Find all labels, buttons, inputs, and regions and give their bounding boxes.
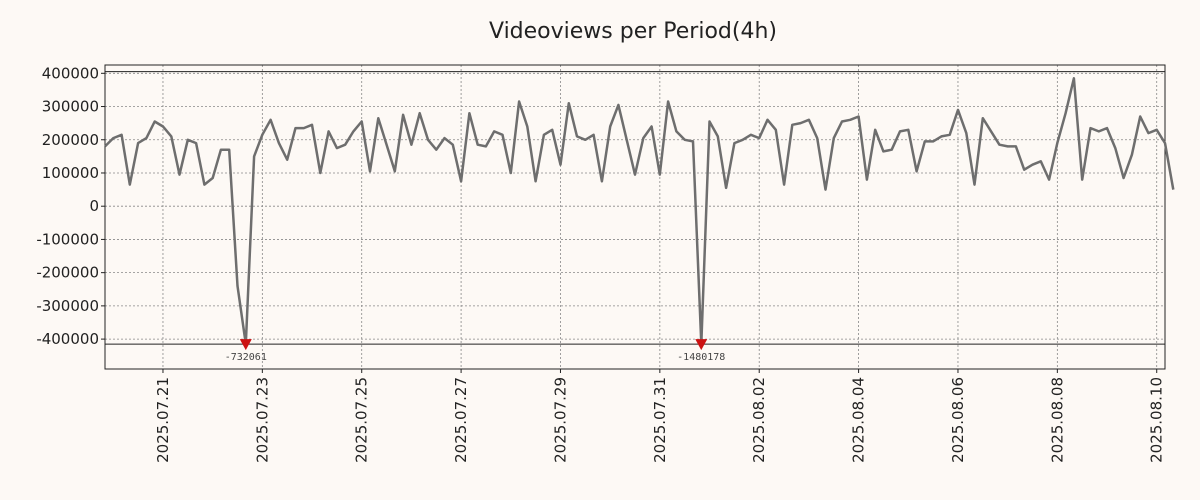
x-tick-label: 2025.07.25 (353, 377, 371, 463)
x-tick-label: 2025.07.29 (551, 377, 569, 463)
outlier-marker (239, 339, 252, 351)
series-line (104, 77, 1175, 346)
outlier-value-label: -732061 (225, 352, 267, 363)
outlier-value-label: -1480178 (677, 352, 725, 363)
x-tick-label: 2025.08.02 (750, 377, 768, 463)
y-axis: 400000 300000 200000 100000 0 -100000 -200000 -… (36, 64, 105, 348)
x-tick-label: 2025.08.04 (850, 377, 868, 463)
x-tick-label: 2025.08.10 (1148, 377, 1166, 463)
x-tick-label: 2025.08.06 (949, 377, 967, 463)
y-tick-label: -100000 (36, 230, 99, 248)
y-tick-label: 200000 (42, 131, 99, 149)
chart-title: Videoviews per Period(4h) (489, 19, 777, 44)
x-tick-label: 2025.07.23 (253, 377, 271, 463)
series-views (104, 77, 1175, 346)
grid (105, 65, 1165, 369)
y-tick-label: -400000 (36, 330, 99, 348)
y-tick-label: 300000 (42, 98, 99, 116)
x-tick-label: 2025.07.27 (452, 377, 470, 463)
y-tick-label: 100000 (42, 164, 99, 182)
outlier-marker (695, 339, 708, 351)
x-tick-label: 2025.07.21 (154, 377, 172, 463)
y-tick-label: 0 (89, 197, 99, 215)
y-tick-label: -300000 (36, 297, 99, 315)
x-axis: 2025.07.21 2025.07.23 2025.07.25 2025.07.27… (154, 369, 1166, 463)
y-tick-label: -200000 (36, 264, 99, 282)
clip-limit-lines (105, 71, 1165, 345)
x-tick-label: 2025.07.31 (651, 377, 669, 463)
plot-area-frame (104, 64, 1166, 370)
x-tick-label: 2025.08.08 (1048, 377, 1066, 463)
outlier-annotations: -732061 -1480178 (225, 339, 725, 363)
y-tick-label: 400000 (42, 64, 99, 82)
